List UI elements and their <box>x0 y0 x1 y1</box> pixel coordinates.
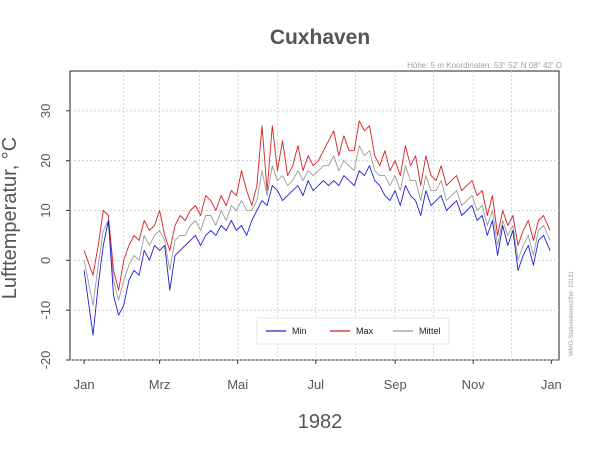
series-lines <box>83 120 551 336</box>
x-tick-label: Jan <box>541 377 562 392</box>
y-tick-label: 30 <box>38 104 53 118</box>
legend-box <box>256 317 450 345</box>
side-note: WMO-Stationskennziffer: 10131 <box>569 270 575 356</box>
plot-area <box>69 70 560 361</box>
y-tick-label: 20 <box>38 153 53 167</box>
x-tick-label: Jul <box>307 377 324 392</box>
legend-label: Min <box>292 326 307 336</box>
x-tick-label: Jan <box>74 377 95 392</box>
legend-label: Max <box>356 326 374 336</box>
x-tick-label: Mrz <box>149 377 171 392</box>
series-line-max <box>83 120 551 291</box>
legend-label: Mittel <box>419 326 441 336</box>
series-line-mittel <box>83 145 551 306</box>
y-axis-label: Lufttemperatur, °C <box>0 137 21 300</box>
x-tick-label: Nov <box>462 377 486 392</box>
legend: Min Max Mittel <box>256 317 450 345</box>
y-tick-label: -10 <box>38 301 53 320</box>
y-tick-label: -20 <box>38 351 53 370</box>
x-tick-label: Sep <box>384 377 407 392</box>
chart-title: Cuxhaven <box>270 26 370 49</box>
y-axis: -20 -10 0 10 20 30 <box>38 104 70 370</box>
x-axis: Jan Mrz Mai Jul Sep Nov Jan <box>74 360 562 392</box>
y-tick-label: 10 <box>38 203 53 217</box>
x-axis-label: 1982 <box>298 411 343 433</box>
grid <box>70 71 559 361</box>
chart-subtitle: Höhe: 5 m Koordinaten: 53° 52' N 08° 42'… <box>407 61 562 70</box>
x-tick-label: Mai <box>227 377 248 392</box>
y-tick-label: 0 <box>38 257 53 264</box>
series-line-min <box>83 165 551 336</box>
